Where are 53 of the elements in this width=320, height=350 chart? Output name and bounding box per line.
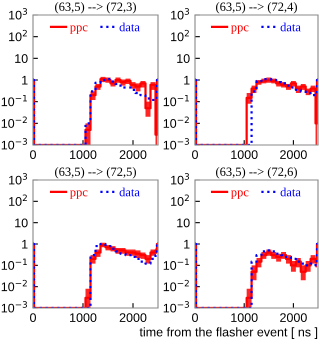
y-tick-label: 10$^{3}$ (171, 8, 190, 20)
x-axis-title: time from the flasher event [ ns ] (140, 327, 318, 339)
x-tick-label: 1000 (231, 150, 258, 160)
chart-title: (63,5) --> (72,6) (216, 167, 297, 178)
y-tick-label: 10$^{−1}$ (2, 94, 27, 106)
legend-label: data (280, 22, 301, 32)
y-tick-label: 10$^{−2}$ (2, 116, 27, 128)
y-tick-label: 10$^{2}$ (9, 30, 27, 42)
y-tick-label: 10$^{−1}$ (164, 94, 189, 106)
legend-label: ppc (70, 25, 88, 34)
y-tick-label: 10$^{−3}$ (164, 138, 189, 150)
x-tick-label: 0 (30, 313, 36, 322)
y-tick-label: 10 (15, 54, 28, 63)
y-tick-label: 10$^{3}$ (9, 173, 28, 185)
y-tick-label: 10$^{−2}$ (164, 280, 189, 292)
x-tick-label: 0 (192, 313, 198, 322)
x-tick-label: 0 (192, 150, 198, 160)
y-tick-label: 10$^{−3}$ (2, 301, 27, 313)
x-tick-label: 1000 (70, 150, 96, 160)
y-tick-label: 10$^{−3}$ (2, 138, 27, 150)
x-tick-label: 2000 (120, 313, 146, 322)
x-tick-label: 2000 (280, 150, 307, 160)
y-tick-label: 10$^{3}$ (171, 173, 190, 185)
y-tick-label: 1 (184, 76, 190, 85)
chart-title: (63,5) --> (72,4) (216, 2, 297, 14)
y-tick-label: 10$^{−2}$ (2, 280, 27, 292)
y-tick-label: 1 (22, 240, 28, 249)
y-tick-label: 10$^{−1}$ (2, 258, 27, 270)
x-tick-label: 1000 (70, 313, 96, 322)
y-tick-label: 10$^{−2}$ (164, 116, 189, 128)
text: ppc (231, 25, 248, 34)
y-tick-label: 10 (177, 218, 190, 228)
x-tick-label: 1000 (231, 313, 258, 322)
y-tick-label: 10$^{2}$ (171, 194, 189, 206)
y-tick-label: 10$^{−3}$ (164, 301, 189, 313)
x-tick-label: 2000 (280, 313, 307, 322)
y-tick-label: 10 (177, 54, 190, 63)
y-tick-label: 10$^{2}$ (9, 194, 27, 206)
y-tick-label: 10$^{3}$ (9, 8, 28, 20)
x-tick-label: 0 (30, 150, 36, 160)
y-tick-label: 1 (22, 76, 28, 85)
chart-title: (63,5) --> (72,5) (55, 167, 136, 178)
y-tick-label: 10 (15, 218, 28, 228)
y-tick-label: 1 (184, 240, 190, 249)
legend-label: data (120, 22, 140, 32)
y-tick-label: 10$^{−1}$ (164, 258, 189, 270)
x-tick-label: 2000 (120, 150, 146, 160)
chart-title: (63,5) --> (72,3) (55, 2, 136, 14)
text: ppc (231, 190, 248, 199)
legend-label: ppc (70, 190, 88, 199)
legend-label: data (280, 188, 301, 196)
y-tick-label: 10$^{2}$ (171, 30, 189, 42)
legend-label: data (120, 188, 140, 196)
